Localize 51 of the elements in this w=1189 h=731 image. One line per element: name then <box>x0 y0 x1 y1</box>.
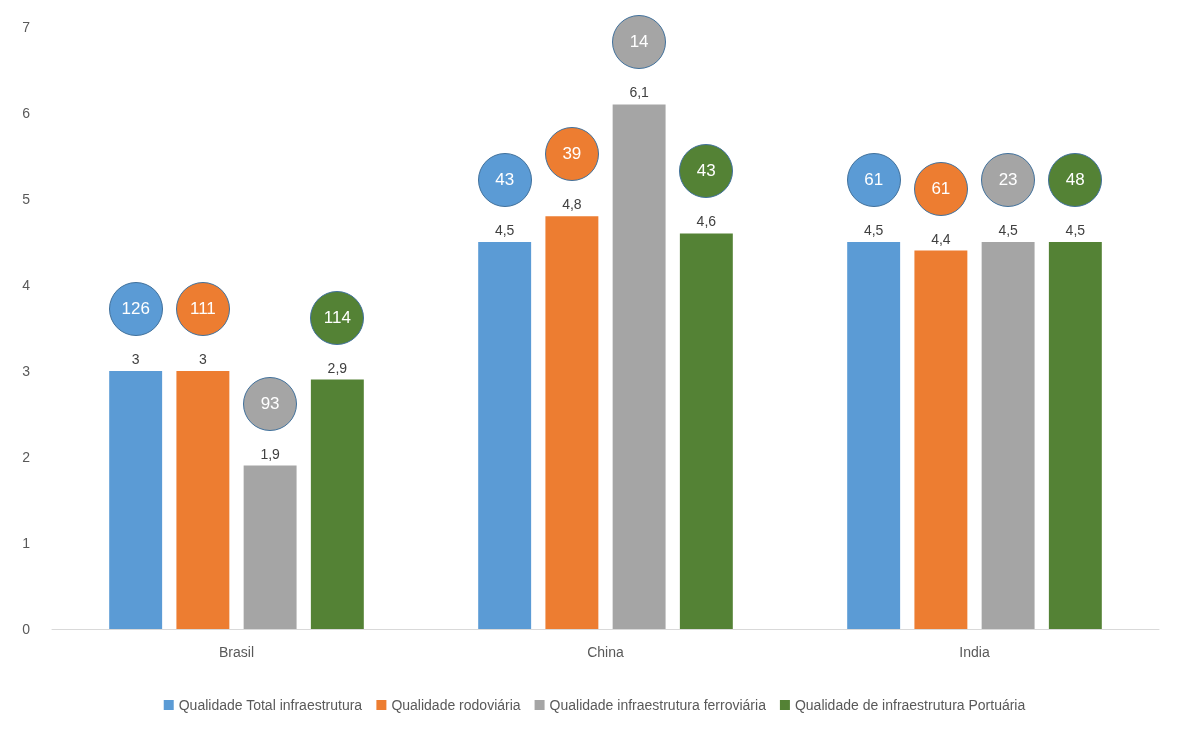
bar <box>176 371 230 629</box>
x-tick-label: Brasil <box>218 644 255 660</box>
legend-label: Qualidade infraestrutura ferroviária <box>549 697 767 713</box>
y-tick-label: 7 <box>22 19 31 35</box>
circle-badge: 93 <box>243 376 298 431</box>
bar <box>1048 242 1102 629</box>
legend-label: Qualidade Total infraestrutura <box>178 697 363 713</box>
bar <box>914 250 968 629</box>
legend-label: Qualidade de infraestrutura Portuária <box>794 697 1026 713</box>
bar <box>109 371 163 629</box>
circle-badge: 61 <box>846 153 901 207</box>
bar <box>679 233 733 629</box>
circle-badge: 126 <box>108 282 163 336</box>
x-tick-label: China <box>587 644 624 660</box>
circle-badge: 43 <box>477 153 532 207</box>
data-label: 4,5 <box>863 222 884 238</box>
circle-badge: 43 <box>679 144 734 199</box>
data-label: 4,8 <box>562 196 582 213</box>
circle-badge: 48 <box>1048 153 1103 207</box>
data-label: 4,5 <box>1065 222 1086 238</box>
circle-badge: 39 <box>544 127 599 182</box>
bar <box>612 104 666 629</box>
y-tick-label: 5 <box>22 191 31 207</box>
circle-badge: 114 <box>310 290 365 345</box>
bar <box>243 465 297 629</box>
y-tick-label: 4 <box>22 277 31 293</box>
data-label: 3 <box>198 351 207 367</box>
data-label: 3 <box>131 351 140 367</box>
bar <box>310 379 364 629</box>
data-label: 4,5 <box>998 222 1019 238</box>
bar <box>545 216 599 629</box>
x-tick-label: India <box>959 644 990 660</box>
circle-badge: 111 <box>175 282 230 336</box>
circle-badge: 23 <box>981 153 1036 207</box>
data-label: 2,9 <box>327 359 348 376</box>
data-label: 1,9 <box>260 445 281 462</box>
data-label: 6,1 <box>629 84 650 101</box>
data-label: 4,6 <box>696 213 717 230</box>
y-tick-label: 1 <box>22 535 31 551</box>
y-tick-label: 2 <box>22 449 31 465</box>
y-tick-label: 3 <box>22 363 31 379</box>
y-tick-label: 6 <box>22 105 31 121</box>
bar <box>981 242 1035 629</box>
circle-badge: 14 <box>612 15 667 70</box>
legend-label: Qualidade rodoviária <box>391 697 521 713</box>
data-label: 4,5 <box>494 222 515 238</box>
y-tick-label: 0 <box>22 621 31 637</box>
bar <box>847 242 901 629</box>
data-label: 4,4 <box>931 230 951 247</box>
bar <box>478 242 532 629</box>
circle-badge: 61 <box>913 161 968 216</box>
